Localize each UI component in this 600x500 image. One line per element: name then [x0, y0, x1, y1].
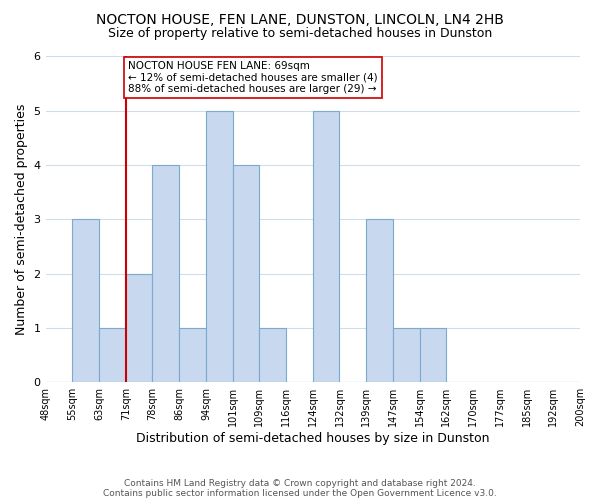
Bar	[126, 274, 152, 382]
Text: Contains HM Land Registry data © Crown copyright and database right 2024.: Contains HM Land Registry data © Crown c…	[124, 478, 476, 488]
Bar	[366, 220, 393, 382]
X-axis label: Distribution of semi-detached houses by size in Dunston: Distribution of semi-detached houses by …	[136, 432, 490, 445]
Y-axis label: Number of semi-detached properties: Number of semi-detached properties	[15, 104, 28, 335]
Bar	[313, 111, 340, 382]
Bar	[419, 328, 446, 382]
Bar	[179, 328, 206, 382]
Bar	[72, 220, 99, 382]
Bar	[206, 111, 233, 382]
Text: Contains public sector information licensed under the Open Government Licence v3: Contains public sector information licen…	[103, 488, 497, 498]
Text: Size of property relative to semi-detached houses in Dunston: Size of property relative to semi-detach…	[108, 28, 492, 40]
Bar	[259, 328, 286, 382]
Text: NOCTON HOUSE FEN LANE: 69sqm
← 12% of semi-detached houses are smaller (4)
88% o: NOCTON HOUSE FEN LANE: 69sqm ← 12% of se…	[128, 61, 378, 94]
Bar	[233, 165, 259, 382]
Text: NOCTON HOUSE, FEN LANE, DUNSTON, LINCOLN, LN4 2HB: NOCTON HOUSE, FEN LANE, DUNSTON, LINCOLN…	[96, 12, 504, 26]
Bar	[393, 328, 419, 382]
Bar	[152, 165, 179, 382]
Bar	[99, 328, 126, 382]
